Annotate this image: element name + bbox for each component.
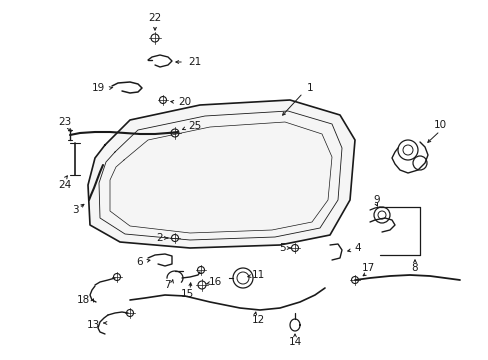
Text: 8: 8 — [411, 263, 417, 273]
Text: 18: 18 — [76, 295, 89, 305]
Circle shape — [412, 156, 426, 170]
Circle shape — [197, 266, 204, 274]
Text: 9: 9 — [373, 195, 380, 205]
Text: 2: 2 — [156, 233, 163, 243]
Text: 4: 4 — [354, 243, 361, 253]
Circle shape — [232, 268, 252, 288]
Text: 7: 7 — [163, 280, 170, 290]
Circle shape — [291, 244, 298, 252]
Text: 21: 21 — [188, 57, 201, 67]
Circle shape — [171, 129, 179, 137]
Text: 1: 1 — [306, 83, 313, 93]
Circle shape — [113, 274, 120, 280]
Text: 10: 10 — [432, 120, 446, 130]
Circle shape — [198, 281, 205, 289]
Circle shape — [126, 310, 133, 316]
Text: 17: 17 — [361, 263, 374, 273]
Text: 24: 24 — [58, 180, 71, 190]
Circle shape — [151, 34, 159, 42]
Text: 12: 12 — [251, 315, 264, 325]
Circle shape — [397, 140, 417, 160]
Text: 13: 13 — [86, 320, 100, 330]
Text: 19: 19 — [92, 83, 105, 93]
Circle shape — [351, 276, 358, 284]
Text: 15: 15 — [180, 289, 193, 299]
Text: 20: 20 — [178, 97, 191, 107]
Text: 22: 22 — [148, 13, 162, 23]
Circle shape — [159, 96, 166, 104]
Text: 5: 5 — [278, 243, 285, 253]
Text: 6: 6 — [137, 257, 143, 267]
Text: 23: 23 — [58, 117, 71, 127]
Text: 3: 3 — [72, 205, 78, 215]
Text: 14: 14 — [288, 337, 301, 347]
Circle shape — [373, 207, 389, 223]
Circle shape — [171, 234, 178, 242]
Text: 11: 11 — [251, 270, 264, 280]
Text: 16: 16 — [208, 277, 221, 287]
Polygon shape — [88, 100, 354, 248]
Text: 25: 25 — [188, 121, 201, 131]
